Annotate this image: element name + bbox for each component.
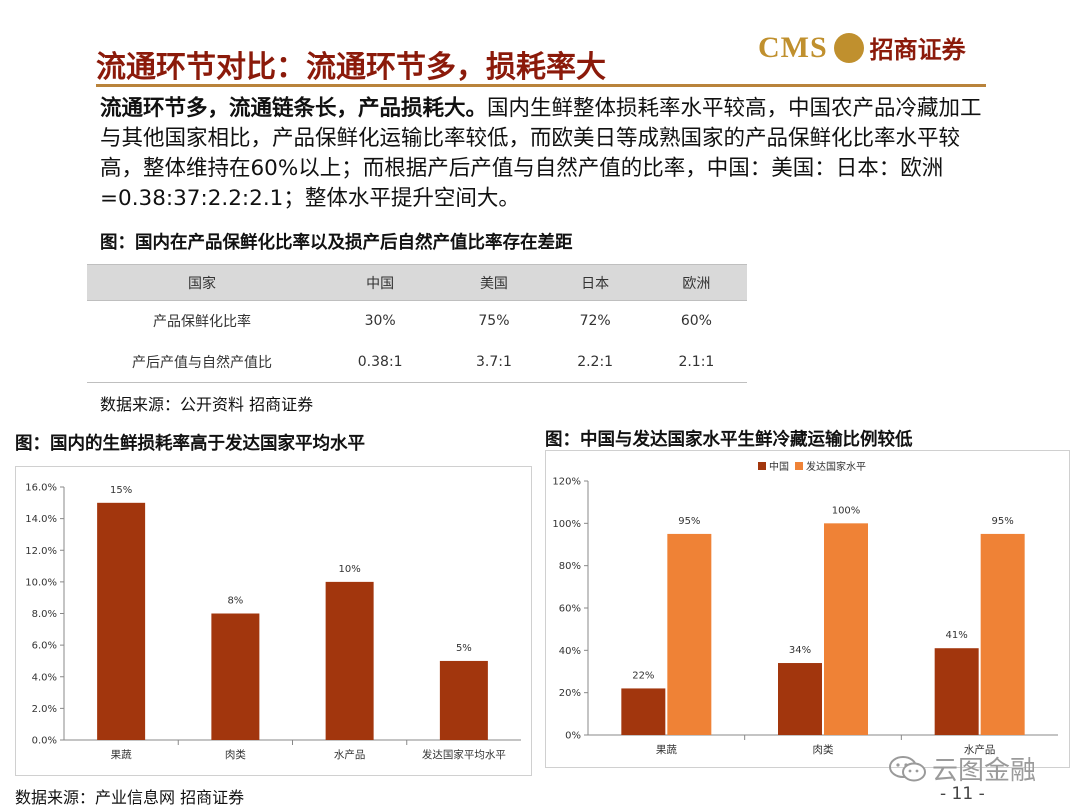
table-row: 产品保鲜化比率 30% 75% 72% 60%: [87, 301, 747, 342]
data-label: 95%: [992, 516, 1014, 527]
data-label: 22%: [632, 670, 654, 681]
table-header-cell: 中国: [317, 264, 444, 301]
y-tick-label: 80%: [559, 561, 581, 572]
right-chart-title: 图：中国与发达国家水平生鲜冷藏运输比例较低: [545, 430, 913, 450]
bar: [667, 533, 712, 735]
bar: [325, 581, 374, 740]
table-cell: 60%: [680, 313, 712, 330]
cold-chain-ratio-chart: 0% 20% 40% 60% 80% 100% 120% 中国 发达国家水平 22% 95% 果蔬 34…: [545, 450, 1070, 768]
legend-entry: 中国: [769, 460, 789, 473]
y-tick-label: 0.0%: [32, 736, 57, 747]
page-number: - 11 -: [940, 784, 985, 804]
table-source-note: 数据来源：公开资料 招商证券: [100, 395, 314, 414]
table-header-row: 国家 中国 美国 日本 欧洲: [87, 264, 747, 301]
table-row: 产后产值与自然产值比 0.38:1 3.7:1 2.2:1 2.1:1: [87, 341, 747, 383]
logo-cms-text: CMS: [758, 30, 828, 64]
wechat-icon: [888, 754, 928, 784]
brand-logo: CMS 招商证券: [758, 30, 966, 65]
intro-body-text: 国内生鲜整体损耗率水平较高，中国农产品冷藏加工与其他国家相比，产品保鲜化运输比率…: [100, 96, 982, 211]
loss-rate-chart: 0.0% 2.0% 4.0% 6.0% 8.0% 10.0% 12.0% 14.0% 16.0%…: [15, 466, 532, 776]
data-label: 34%: [789, 645, 811, 656]
watermark: 云图金融: [888, 750, 1036, 787]
left-chart-title: 图：国内的生鲜损耗率高于发达国家平均水平: [15, 434, 365, 454]
y-tick-label: 10.0%: [25, 577, 57, 588]
table-figure-title: 图：国内在产品保鲜化比率以及损产后自然产值比率存在差距: [100, 233, 573, 253]
table-cell: 72%: [579, 313, 611, 330]
x-tick-label: 水产品: [964, 743, 996, 756]
y-tick-label: 8.0%: [32, 609, 57, 620]
data-label: 8%: [227, 596, 243, 607]
y-tick-label: 40%: [559, 646, 581, 657]
y-tick-label: 14.0%: [25, 514, 57, 525]
cold-chain-ratio-chart-svg: 0% 20% 40% 60% 80% 100% 120% 中国 发达国家水平 22% 95% 果蔬 34…: [552, 460, 1058, 756]
legend-swatch: [795, 462, 803, 470]
y-tick-label: 60%: [559, 604, 581, 615]
table-header-cell: 国家: [87, 264, 317, 301]
bar: [621, 688, 666, 735]
bar: [211, 613, 260, 740]
data-label: 95%: [678, 516, 700, 527]
x-tick-label: 肉类: [813, 743, 834, 756]
intro-bold-lead: 流通环节多，流通链条长，产品损耗大。: [100, 96, 488, 121]
data-label: 100%: [832, 505, 861, 516]
logo-emblem-icon: [833, 32, 864, 63]
data-label: 10%: [339, 564, 361, 575]
bar: [980, 533, 1025, 735]
x-tick-label: 果蔬: [656, 744, 677, 756]
bar: [824, 523, 868, 735]
data-label: 5%: [456, 643, 472, 654]
x-tick-label: 水产品: [334, 748, 366, 761]
y-tick-label: 16.0%: [25, 483, 57, 494]
y-tick-label: 2.0%: [32, 704, 57, 715]
table-header-cell: 日本: [544, 264, 646, 301]
legend-entry: 发达国家水平: [806, 460, 866, 473]
watermark-text: 云图金融: [932, 756, 1037, 786]
table-cell: 3.7:1: [443, 341, 545, 383]
table-cell: 2.2:1: [544, 341, 646, 383]
page-title: 流通环节对比：流通环节多，损耗率大: [96, 50, 606, 85]
data-label: 15%: [110, 485, 132, 496]
table-cell: 2.1:1: [645, 341, 747, 383]
title-divider: [96, 84, 986, 87]
comparison-table: 国家 中国 美国 日本 欧洲 产品保鲜化比率 30% 75% 72% 60% 产…: [87, 264, 747, 383]
bar: [934, 648, 979, 735]
y-tick-label: 100%: [552, 519, 581, 530]
table-cell: 产品保鲜化比率: [153, 314, 251, 331]
table-cell: 0.38:1: [317, 341, 444, 383]
bar: [97, 502, 146, 740]
table-header-cell: 美国: [443, 264, 545, 301]
data-label: 41%: [946, 630, 968, 641]
y-tick-label: 6.0%: [32, 641, 57, 652]
bar: [439, 660, 488, 740]
table-cell: 30%: [364, 313, 396, 330]
bar: [778, 663, 822, 735]
loss-rate-chart-svg: 0.0% 2.0% 4.0% 6.0% 8.0% 10.0% 12.0% 14.0% 16.0%…: [25, 483, 521, 761]
table-cell: 产后产值与自然产值比: [87, 341, 317, 383]
legend-swatch: [758, 462, 766, 470]
y-tick-label: 120%: [552, 477, 581, 488]
table-cell: 75%: [478, 313, 510, 330]
chart-source-note: 数据来源：产业信息网 招商证券: [15, 788, 245, 807]
intro-paragraph: 流通环节多，流通链条长，产品损耗大。国内生鲜整体损耗率水平较高，中国农产品冷藏加…: [100, 94, 995, 214]
y-tick-label: 20%: [559, 688, 581, 699]
y-tick-label: 4.0%: [32, 672, 57, 683]
x-tick-label: 肉类: [225, 748, 246, 761]
logo-company-name: 招商证券: [869, 35, 966, 64]
x-tick-label: 果蔬: [111, 749, 132, 761]
x-tick-label: 发达国家平均水平: [422, 748, 506, 761]
y-tick-label: 12.0%: [25, 546, 57, 557]
table-header-cell: 欧洲: [645, 264, 747, 301]
y-tick-label: 0%: [565, 731, 581, 742]
